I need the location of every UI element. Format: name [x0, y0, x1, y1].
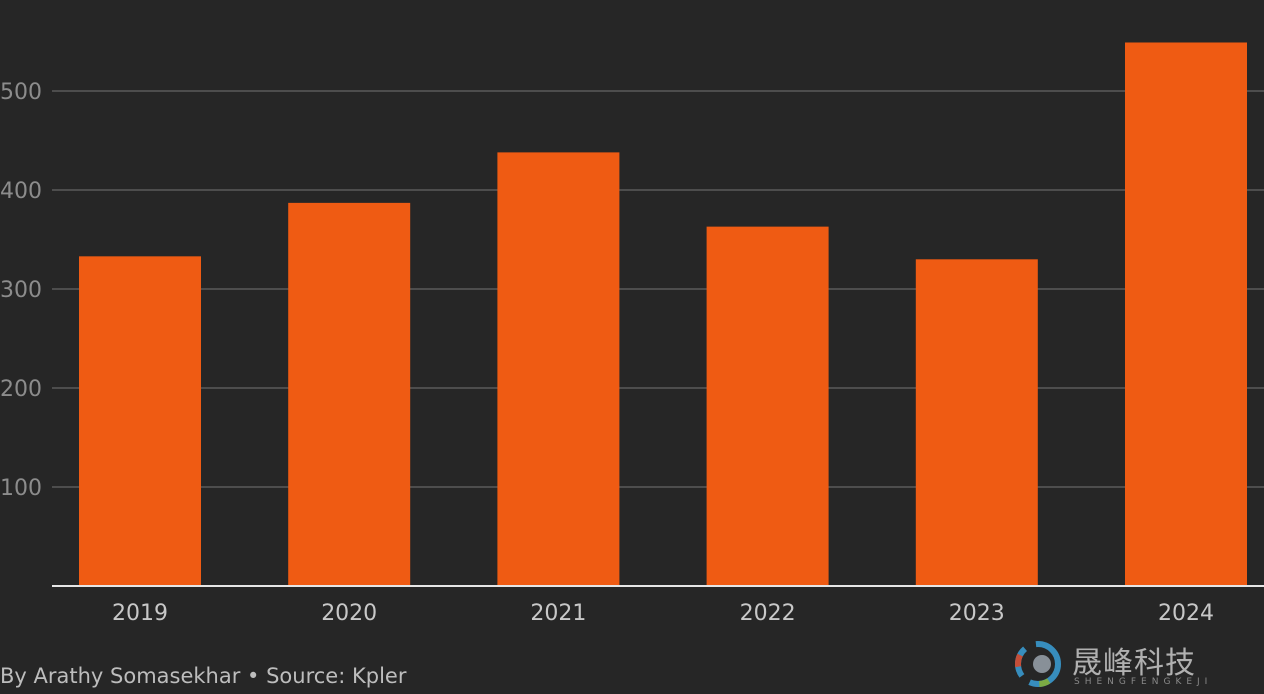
watermark-text: 晟峰科技 — [1072, 646, 1196, 681]
bar-2023 — [915, 259, 1038, 586]
x-tick-label: 2023 — [949, 601, 1005, 626]
watermark-icon — [1015, 641, 1061, 687]
x-axis-labels: 2019 2020 2021 2022 2023 2024 — [112, 601, 1214, 626]
bar-chart: 100 200 300 400 500 2019 2020 2021 2022 2023 2024 — [0, 42, 1264, 626]
bar-2019 — [79, 256, 201, 586]
y-tick-label: 100 — [0, 476, 42, 501]
y-tick-label: 200 — [0, 377, 42, 402]
gridlines: 100 200 300 400 500 — [0, 80, 1264, 501]
x-tick-label: 2021 — [530, 601, 586, 626]
y-tick-label: 500 — [0, 80, 42, 105]
bar-2021 — [497, 152, 620, 586]
bars — [79, 42, 1247, 587]
bar-2022 — [706, 226, 829, 586]
x-tick-label: 2020 — [321, 601, 377, 626]
watermark-subtext: SHENGFENGKEJI — [1074, 677, 1213, 687]
credit-line: By Arathy Somasekhar • Source: Kpler — [0, 664, 407, 688]
watermark-logo: 晟峰科技 SHENGFENGKEJI — [1012, 636, 1252, 690]
y-tick-label: 300 — [0, 278, 42, 303]
y-tick-label: 400 — [0, 179, 42, 204]
bar-2020 — [288, 202, 411, 586]
x-tick-label: 2019 — [112, 601, 168, 626]
bar-2024 — [1125, 42, 1247, 587]
x-tick-label: 2022 — [740, 601, 796, 626]
x-tick-label: 2024 — [1158, 601, 1214, 626]
